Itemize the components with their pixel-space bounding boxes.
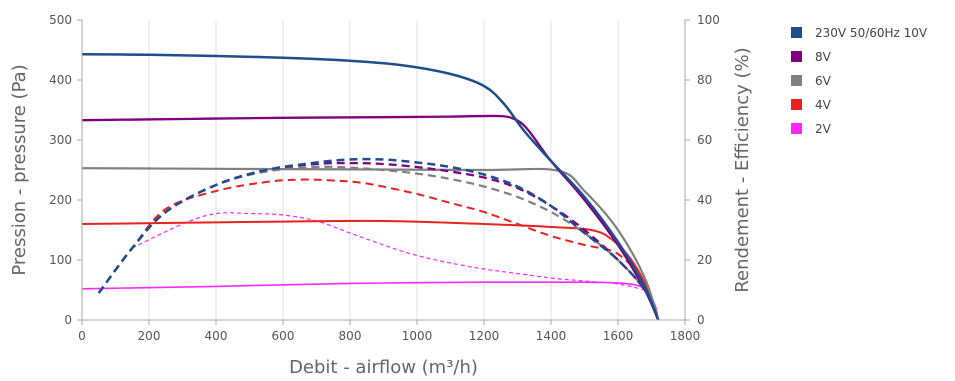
series-4-efficiency-line xyxy=(97,178,660,321)
y-tick-label: 400 xyxy=(49,73,72,87)
x-tick-label: 1600 xyxy=(603,329,634,343)
y2-tick-label: 0 xyxy=(697,313,705,327)
legend-swatch[interactable] xyxy=(791,27,802,38)
y2-tick-label: 40 xyxy=(697,193,712,207)
y-tick-label: 500 xyxy=(49,13,72,27)
series-5-efficiency-line xyxy=(132,212,645,291)
series-4-pressure-line xyxy=(81,219,660,321)
y-tick-label: 0 xyxy=(64,313,72,327)
legend-label[interactable]: 4V xyxy=(815,98,832,112)
legend-swatch[interactable] xyxy=(791,123,802,134)
x-tick-label: 1200 xyxy=(469,329,500,343)
series-lines xyxy=(81,52,660,321)
x-tick-label: 400 xyxy=(205,329,228,343)
series-5-pressure-line xyxy=(81,281,659,321)
legend-swatch[interactable] xyxy=(791,75,802,86)
x-tick-label: 600 xyxy=(272,329,295,343)
legend: 230V 50/60Hz 10V 8V 6V 4V 2V xyxy=(791,26,928,136)
x-tick-label: 1400 xyxy=(536,329,567,343)
y-axis-title: Pression - pressure (Pa) xyxy=(9,64,30,275)
series-1-efficiency-line xyxy=(97,157,660,321)
y2-axis-title: Rendement - Efficiency (%) xyxy=(732,47,753,292)
y-tick-label: 300 xyxy=(49,133,72,147)
axes: 0 200 400 600 800 1000 1200 1400 1600 18000100200… xyxy=(9,13,753,378)
x-tick-label: 1800 xyxy=(670,329,701,343)
series-1-pressure-line xyxy=(81,52,660,321)
x-tick-label: 800 xyxy=(339,329,362,343)
y2-tick-label: 20 xyxy=(697,253,712,267)
y-tick-label: 100 xyxy=(49,253,72,267)
x-tick-label: 0 xyxy=(78,329,86,343)
y-tick-label: 200 xyxy=(49,193,72,207)
series-3-pressure-line xyxy=(81,167,660,321)
legend-label[interactable]: 230V 50/60Hz 10V xyxy=(815,26,928,40)
x-axis-title: Debit - airflow (m³/h) xyxy=(289,357,478,377)
legend-swatch[interactable] xyxy=(791,51,802,62)
y2-tick-label: 80 xyxy=(697,73,712,87)
y2-tick-label: 100 xyxy=(697,13,720,27)
y2-tick-label: 60 xyxy=(697,133,712,147)
x-tick-label: 200 xyxy=(138,329,161,343)
series-3-efficiency-line xyxy=(97,165,660,321)
legend-swatch[interactable] xyxy=(791,99,802,110)
legend-label[interactable]: 8V xyxy=(815,50,832,64)
series-2-pressure-line xyxy=(81,114,660,321)
legend-label[interactable]: 2V xyxy=(815,122,832,136)
legend-label[interactable]: 6V xyxy=(815,74,832,88)
x-tick-label: 1000 xyxy=(402,329,433,343)
